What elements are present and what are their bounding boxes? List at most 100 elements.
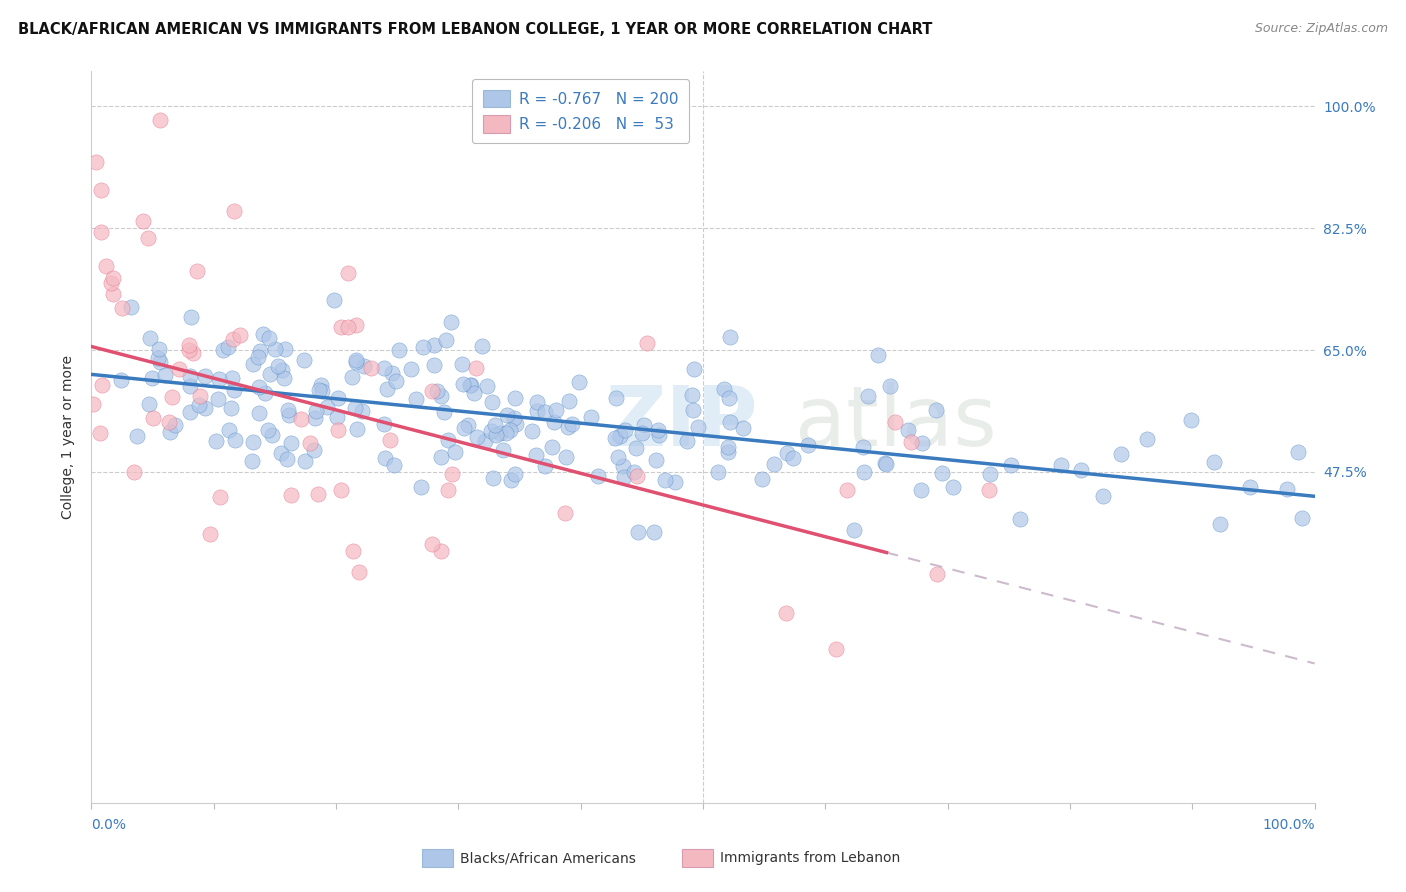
Point <box>181 346 204 360</box>
Text: 100.0%: 100.0% <box>1263 818 1315 832</box>
Point <box>875 457 897 471</box>
Point <box>308 383 330 397</box>
Point <box>775 607 797 621</box>
Point <box>647 423 669 437</box>
Point <box>458 377 481 392</box>
Point <box>373 360 395 375</box>
Point <box>221 401 243 416</box>
Point <box>326 423 349 437</box>
Point <box>252 326 274 341</box>
Point <box>609 429 631 443</box>
Point <box>465 360 488 375</box>
Point <box>292 352 315 367</box>
Point <box>259 367 281 381</box>
Point <box>1204 455 1226 469</box>
Point <box>499 473 522 487</box>
Text: BLACK/AFRICAN AMERICAN VS IMMIGRANTS FROM LEBANON COLLEGE, 1 YEAR OR MORE CORREL: BLACK/AFRICAN AMERICAN VS IMMIGRANTS FRO… <box>18 22 932 37</box>
Point <box>824 642 846 657</box>
Point <box>412 340 434 354</box>
Point <box>931 467 953 481</box>
Point <box>267 359 290 374</box>
Point <box>160 390 183 404</box>
Point <box>311 384 333 398</box>
Point <box>344 401 367 415</box>
Point <box>148 113 170 128</box>
Point <box>588 469 610 483</box>
Point <box>347 566 370 580</box>
Point <box>218 423 240 437</box>
Point <box>630 425 652 440</box>
Point <box>299 436 322 450</box>
Point <box>423 337 446 351</box>
Point <box>683 362 706 376</box>
Text: 0.0%: 0.0% <box>91 818 127 832</box>
Point <box>256 424 278 438</box>
Point <box>307 487 329 501</box>
Point <box>373 417 395 431</box>
Point <box>524 448 547 462</box>
Point <box>717 440 740 454</box>
Point <box>360 361 382 376</box>
Point <box>718 330 741 344</box>
Point <box>329 483 352 498</box>
Point <box>342 370 364 384</box>
Point <box>977 483 1000 498</box>
Point <box>186 264 208 278</box>
Point <box>429 450 451 464</box>
Point <box>350 404 373 418</box>
Point <box>198 526 221 541</box>
Point <box>457 417 479 432</box>
Point <box>141 371 163 385</box>
Point <box>1180 413 1202 427</box>
Point <box>868 348 890 362</box>
Point <box>180 310 202 324</box>
Point <box>346 422 368 436</box>
Point <box>430 543 453 558</box>
Point <box>420 537 443 551</box>
Point <box>624 442 647 456</box>
Point <box>222 332 245 346</box>
Point <box>146 351 169 365</box>
Point <box>326 409 349 424</box>
Point <box>131 214 153 228</box>
Point <box>606 450 628 464</box>
Point <box>190 389 212 403</box>
Point <box>443 445 465 459</box>
Point <box>436 483 458 497</box>
Point <box>177 338 200 352</box>
Point <box>1136 433 1159 447</box>
Point <box>1000 458 1022 473</box>
Point <box>125 429 148 443</box>
Point <box>188 398 211 412</box>
Point <box>1109 447 1132 461</box>
Point <box>374 450 396 465</box>
Point <box>533 459 555 474</box>
Point <box>837 483 859 498</box>
Point <box>155 368 177 382</box>
Point <box>557 420 579 434</box>
Point <box>884 415 907 429</box>
Point <box>84 155 107 169</box>
Point <box>429 389 451 403</box>
Point <box>707 465 730 479</box>
Point <box>979 467 1001 482</box>
Point <box>546 403 568 417</box>
Point <box>344 353 367 368</box>
Point <box>558 393 581 408</box>
Point <box>782 451 804 466</box>
Point <box>212 343 235 357</box>
Point <box>207 392 229 406</box>
Point <box>579 410 602 425</box>
Point <box>242 357 264 371</box>
Point <box>1092 489 1115 503</box>
Point <box>120 301 142 315</box>
Point <box>852 440 875 454</box>
Point <box>925 566 948 581</box>
Point <box>603 431 626 445</box>
Point <box>205 434 228 448</box>
Point <box>323 293 346 307</box>
Point <box>489 426 512 441</box>
Point <box>627 525 650 540</box>
Point <box>614 423 637 437</box>
Text: Blacks/African Americans: Blacks/African Americans <box>460 851 636 865</box>
